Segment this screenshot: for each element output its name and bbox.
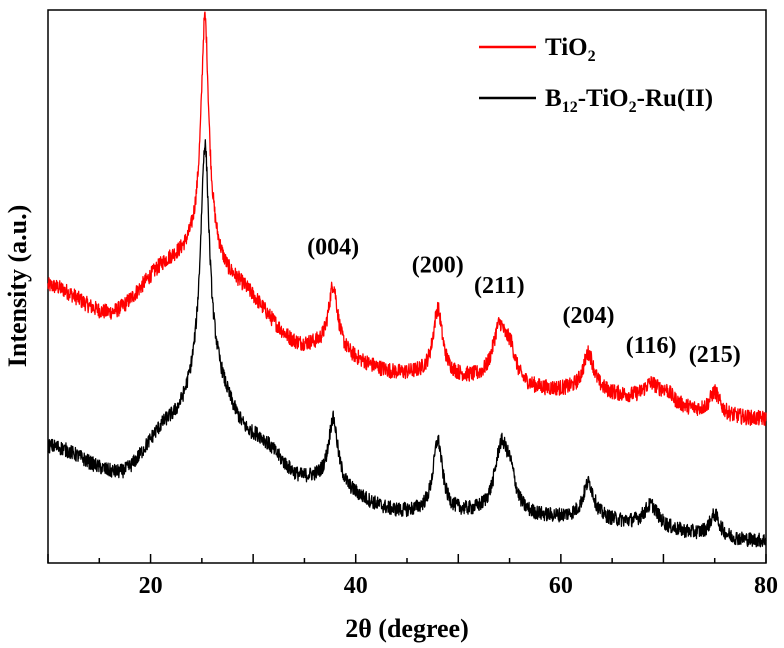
peak-label-204: (204) [563, 303, 615, 329]
legend: TiO2 B12-TiO2-Ru(II) [479, 34, 713, 116]
series-line-tio2 [47, 11, 767, 427]
x-tick-label-80: 80 [754, 573, 778, 599]
x-tick-label-20: 20 [139, 573, 163, 599]
y-axis-title: Intensity (a.u.) [3, 205, 32, 368]
peak-label-layer: (101)(004)(200)(211)(204)(116)(215) [307, 235, 741, 368]
ticks-layer: 20 40 60 80 [47, 554, 778, 599]
series-line-b12-tio2-ru [47, 139, 767, 548]
peak-label-215: (215) [689, 342, 741, 368]
peak-label-116: (116) [626, 333, 677, 359]
legend-label-tio2: TiO2 [545, 34, 596, 65]
peak-label-211: (211) [474, 273, 525, 299]
x-tick-label-40: 40 [344, 573, 368, 599]
series-layer [47, 11, 767, 548]
legend-label-b12-tio2-ru: B12-TiO2-Ru(II) [545, 85, 713, 116]
peak-label-200: (200) [412, 252, 464, 278]
x-tick-label-60: 60 [549, 573, 573, 599]
peak-label-004: (004) [307, 235, 359, 261]
x-axis-title: 2θ (degree) [345, 614, 469, 643]
